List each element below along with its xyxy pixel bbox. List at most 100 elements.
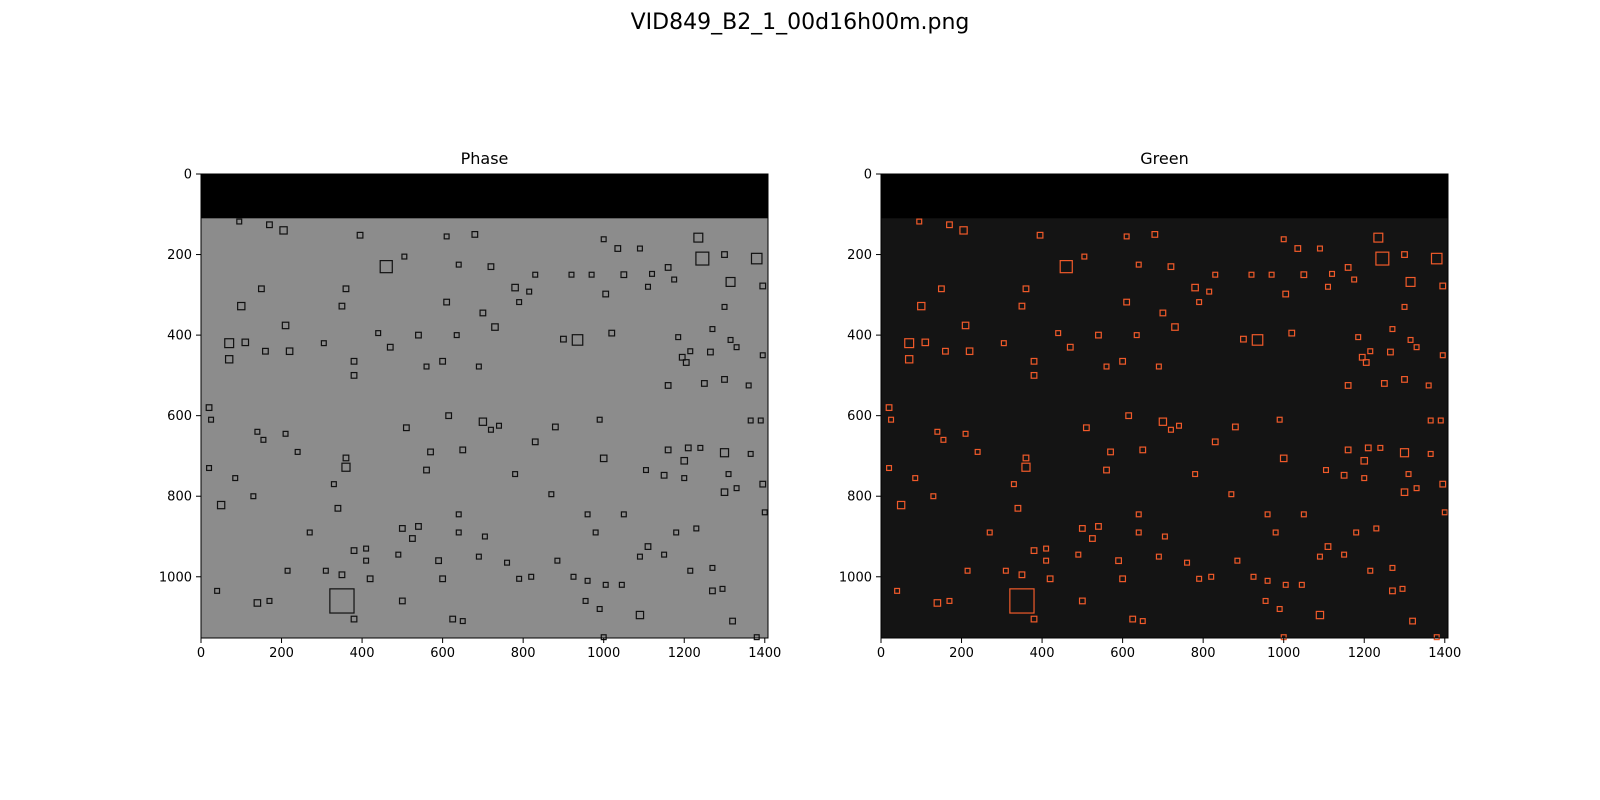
phase-detection-box xyxy=(671,276,678,283)
phase-detection-box xyxy=(279,226,288,235)
phase-detection-box xyxy=(644,283,652,290)
green-detection-box xyxy=(1159,309,1167,317)
phase-detection-box xyxy=(709,587,716,595)
green-image xyxy=(881,174,1448,638)
green-detection-box xyxy=(1191,283,1199,292)
green-detection-box xyxy=(1400,488,1409,497)
phase-detection-box xyxy=(680,456,689,465)
green-detection-box xyxy=(1300,271,1308,279)
phase-detection-box xyxy=(644,543,652,550)
green-detection-box xyxy=(886,465,893,472)
phase-masked-band xyxy=(201,174,768,219)
phase-x-tick-label: 1200 xyxy=(668,646,701,661)
phase-detection-box xyxy=(526,288,533,295)
green-detection-box xyxy=(1095,523,1102,530)
green-x-tick-label: 800 xyxy=(1191,646,1216,661)
green-detection-box xyxy=(1272,529,1279,536)
phase-detection-box xyxy=(504,559,511,566)
green-x-tick-label: 400 xyxy=(1030,646,1055,661)
phase-detection-box xyxy=(600,236,607,243)
phase-detection-box xyxy=(491,323,499,331)
phase-detection-box xyxy=(455,261,462,268)
green-detection-box xyxy=(933,599,942,607)
green-detection-box xyxy=(916,218,923,225)
green-x-tick-label: 0 xyxy=(877,646,885,661)
phase-detection-box xyxy=(761,509,768,516)
green-detection-box xyxy=(1158,417,1168,426)
green-detection-box xyxy=(1300,511,1307,518)
phase-detection-box xyxy=(620,511,627,518)
green-detection-box xyxy=(1430,252,1443,265)
phase-x-tick-label: 0 xyxy=(197,646,205,661)
green-detection-box xyxy=(1082,424,1090,432)
green-detection-box xyxy=(1373,232,1384,243)
green-detection-box xyxy=(1439,480,1447,488)
green-detection-box xyxy=(1344,446,1352,454)
green-detection-box xyxy=(1196,299,1203,306)
green-detection-box xyxy=(1399,585,1406,592)
green-detection-box xyxy=(1268,271,1275,278)
phase-panel: Phase 0 200 400 600 800 1000 1200 1400 0 200 400 600… xyxy=(159,149,781,661)
green-detection-box xyxy=(1135,261,1142,268)
phase-y-tick-label: 200 xyxy=(167,248,192,263)
phase-detection-box xyxy=(700,380,708,387)
phase-detection-box xyxy=(592,529,599,536)
green-detection-box xyxy=(894,587,901,594)
green-detection-box xyxy=(1208,573,1215,580)
green-detection-box xyxy=(1014,504,1022,512)
phase-x-tick-label: 800 xyxy=(511,646,536,661)
phase-detection-box xyxy=(571,334,584,346)
green-detection-box xyxy=(1407,336,1414,343)
phase-detection-box xyxy=(363,545,370,552)
phase-detection-box xyxy=(695,251,710,266)
phase-detection-box xyxy=(693,525,700,532)
phase-detection-box xyxy=(475,553,482,560)
green-detection-box xyxy=(1055,330,1062,337)
green-detection-box xyxy=(1358,353,1366,361)
green-detection-box xyxy=(1288,329,1296,337)
phase-detection-box xyxy=(725,276,736,287)
green-detection-box xyxy=(1212,271,1219,278)
phase-detection-box xyxy=(495,422,503,429)
green-detection-box xyxy=(1251,334,1264,346)
phase-detection-box xyxy=(366,575,374,583)
phase-detection-box xyxy=(684,444,692,452)
phase-detection-box xyxy=(721,251,728,258)
green-detection-box xyxy=(1018,571,1026,579)
phase-detection-box xyxy=(719,585,726,592)
green-detection-box xyxy=(974,448,981,455)
phase-detection-box xyxy=(681,475,688,482)
figure-title: VID849_B2_1_00d16h00m.png xyxy=(630,10,970,35)
green-detection-box xyxy=(1401,251,1408,258)
phase-detection-box xyxy=(531,438,539,446)
green-detection-box xyxy=(1425,382,1432,389)
phase-detection-box xyxy=(338,302,346,310)
green-detection-box xyxy=(1043,557,1050,564)
green-detection-box xyxy=(1030,615,1038,623)
green-detection-box xyxy=(1167,263,1175,271)
phase-detection-box xyxy=(661,551,668,558)
green-detection-box xyxy=(1427,417,1434,424)
green-detection-box xyxy=(1401,375,1408,383)
phase-detection-box xyxy=(356,231,364,239)
phase-detection-box xyxy=(341,462,351,472)
phase-detection-box xyxy=(602,290,610,298)
phase-detection-box xyxy=(636,245,643,252)
green-detection-box xyxy=(1000,340,1007,347)
phase-detection-box xyxy=(548,491,555,498)
phase-detection-box xyxy=(570,573,577,580)
green-detection-box xyxy=(1046,575,1054,583)
phase-detection-box xyxy=(709,326,716,333)
green-detection-box xyxy=(1276,416,1283,423)
green-detection-box xyxy=(1279,454,1288,463)
green-detection-box xyxy=(1439,282,1447,290)
green-detection-box xyxy=(934,428,941,435)
green-detection-box xyxy=(1151,230,1159,238)
green-detection-box xyxy=(1135,529,1142,536)
phase-detection-box xyxy=(262,347,269,355)
phase-detection-box xyxy=(224,355,234,364)
phase-detection-box xyxy=(753,634,760,641)
phase-detection-box xyxy=(439,357,447,365)
green-detection-box xyxy=(1184,559,1191,566)
phase-detection-box xyxy=(727,336,734,343)
